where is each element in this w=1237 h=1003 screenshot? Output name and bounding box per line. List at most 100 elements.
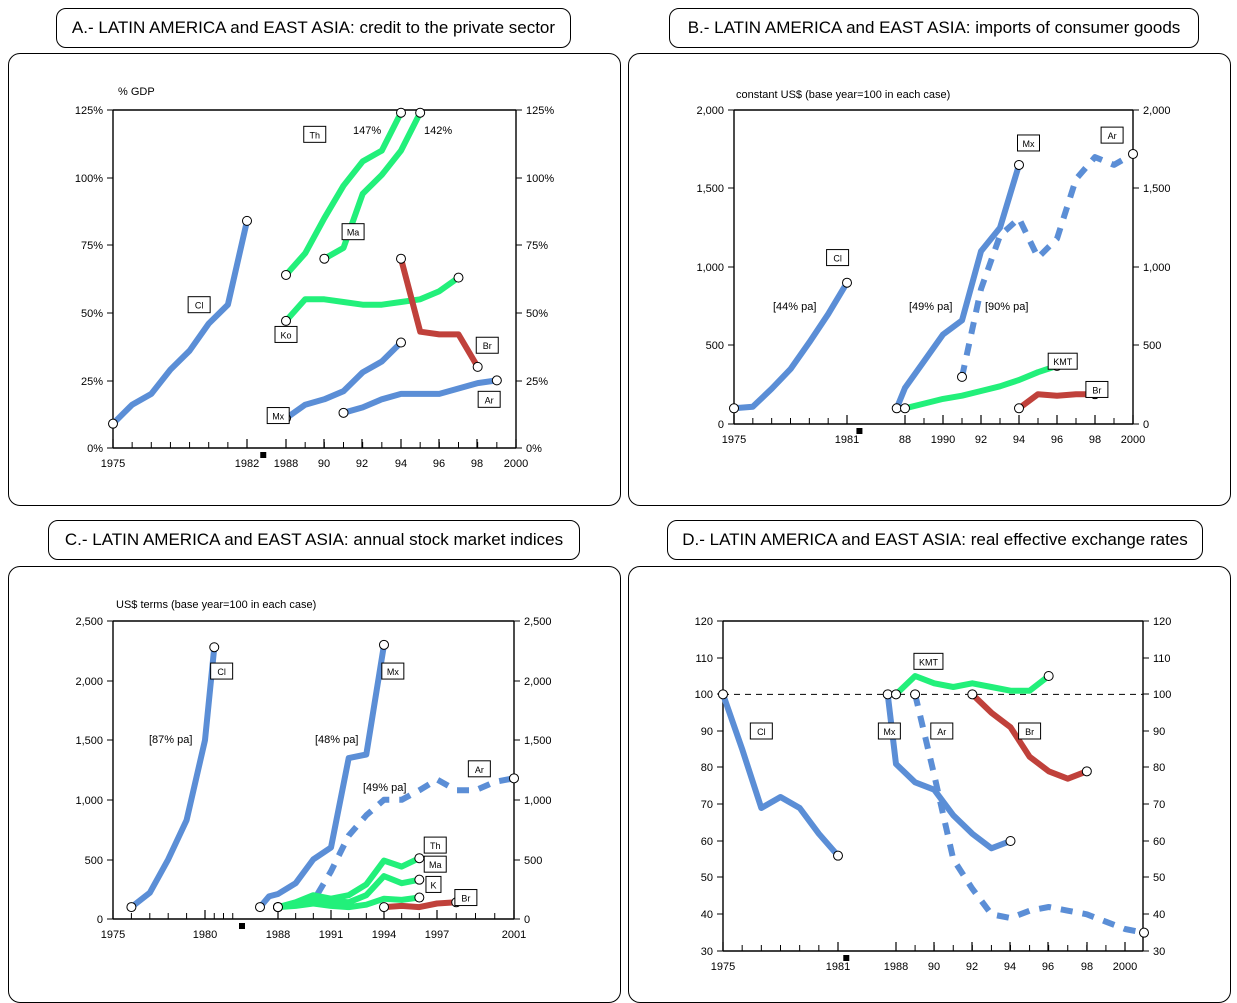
series-line-kmt xyxy=(904,363,1058,412)
x-tick-label: 1975 xyxy=(722,434,746,446)
series-line-ar xyxy=(912,693,1145,936)
x-tick-label: 92 xyxy=(975,434,987,446)
series-label-mx: Mx xyxy=(1023,139,1035,149)
y-tick-label-right: 75% xyxy=(526,240,548,252)
x-tick-label: 96 xyxy=(1051,434,1063,446)
series-label-box-k xyxy=(425,875,442,893)
series-label-br: Br xyxy=(461,894,470,904)
series-label-br: Br xyxy=(483,341,492,351)
series-start-marker-cl xyxy=(718,689,728,700)
series-end-marker-cl xyxy=(842,277,852,288)
panel-b-frame xyxy=(628,53,1231,506)
y-tick-label-left: 0 xyxy=(97,914,103,926)
y-tick-label-right: 50 xyxy=(1153,872,1165,884)
series-label-br: Br xyxy=(1092,385,1101,395)
y-tick-label-right: 30 xyxy=(1153,946,1165,958)
x-tick-label: 1982 xyxy=(235,458,259,470)
y-tick-label-left: 2,500 xyxy=(75,616,103,628)
chart-b-unit-label: constant US$ (base year=100 in each case… xyxy=(736,89,950,101)
series-start-marker-mx xyxy=(255,902,265,913)
series-label-cl: Cl xyxy=(217,667,226,677)
series-label-cl: Cl xyxy=(195,301,204,311)
series-line-k xyxy=(277,894,420,911)
series-label-box-cl xyxy=(187,296,211,314)
series-label-k: K xyxy=(430,880,436,890)
axis-break-marker xyxy=(260,452,267,458)
series-end-marker-mx xyxy=(379,639,389,650)
y-tick-label-left: 30 xyxy=(701,946,713,958)
x-tick-label: 2000 xyxy=(1121,434,1145,446)
x-tick-label: 1988 xyxy=(266,929,290,941)
series-label-cl: Cl xyxy=(757,727,766,737)
y-tick-label-right: 0 xyxy=(1143,419,1149,431)
y-tick-label-right: 1,500 xyxy=(524,735,552,747)
series-label-box-ma xyxy=(341,223,365,241)
series-start-marker-mx xyxy=(882,689,893,700)
series-line-th xyxy=(277,855,421,910)
x-tick-label: 1975 xyxy=(711,961,735,973)
chart-c-unit-label: US$ terms (base year=100 in each case) xyxy=(116,599,316,611)
y-tick-label-left: 50% xyxy=(81,308,103,320)
series-label-box-ar xyxy=(477,390,501,408)
x-tick-label: 1988 xyxy=(274,458,298,470)
x-tick-label: 1990 xyxy=(931,434,955,446)
x-tick-label: 90 xyxy=(928,961,940,973)
y-tick-label-left: 1,500 xyxy=(75,735,103,747)
series-end-marker-cl xyxy=(242,215,252,226)
series-end-marker-cl xyxy=(833,850,843,861)
y-tick-label-left: 100 xyxy=(695,689,713,701)
series-label-cl: Cl xyxy=(833,254,842,264)
x-tick-label: 1981 xyxy=(835,434,859,446)
x-tick-label: 98 xyxy=(1081,961,1093,973)
series-label-th: Th xyxy=(309,130,320,140)
x-tick-label: 2000 xyxy=(504,458,528,470)
y-tick-label-left: 40 xyxy=(701,909,713,921)
series-label-box-ar xyxy=(1100,126,1124,144)
axis-break-marker xyxy=(856,428,863,434)
x-tick-label: 1975 xyxy=(101,458,125,470)
series-line-cl xyxy=(720,693,841,858)
chart-b-annotation-49: [49% pa] xyxy=(909,301,952,313)
y-tick-label-left: 0% xyxy=(87,443,103,455)
y-tick-label-right: 125% xyxy=(526,105,554,117)
y-tick-label-left: 25% xyxy=(81,376,103,388)
series-label-box-ar xyxy=(930,722,954,740)
y-tick-label-left: 60 xyxy=(701,836,713,848)
series-start-marker-kmt xyxy=(891,689,901,700)
series-start-marker-ma xyxy=(319,253,330,264)
series-label-box-ma xyxy=(423,855,447,873)
y-tick-label-left: 120 xyxy=(695,616,713,628)
series-label-mx: Mx xyxy=(272,412,284,422)
y-tick-label-left: 90 xyxy=(701,726,713,738)
y-tick-label-right: 120 xyxy=(1153,616,1171,628)
series-label-box-br xyxy=(454,889,478,907)
series-label-box-br xyxy=(475,336,499,354)
series-start-marker-ar xyxy=(338,407,349,418)
x-tick-label: 94 xyxy=(395,458,407,470)
series-label-mx: Mx xyxy=(387,667,399,677)
series-end-marker-br xyxy=(472,361,483,372)
series-end-marker-kmt xyxy=(1043,671,1054,681)
panel-d-title: D.- LATIN AMERICA and EAST ASIA: real ef… xyxy=(667,520,1203,560)
series-line-cl xyxy=(110,220,250,426)
series-label-ar: Ar xyxy=(937,727,946,737)
y-tick-label-right: 25% xyxy=(526,376,548,388)
y-tick-label-right: 60 xyxy=(1153,836,1165,848)
chart-c-annotation-87: [87% pa] xyxy=(149,734,192,746)
series-start-marker-cl xyxy=(108,418,118,429)
series-label-ko: Ko xyxy=(280,330,291,340)
series-label-ar: Ar xyxy=(485,395,494,405)
series-line-mx xyxy=(284,340,404,421)
series-start-marker-mx xyxy=(891,403,902,414)
y-tick-label-left: 1,500 xyxy=(696,183,724,195)
series-line-mx xyxy=(257,644,387,910)
series-label-ar: Ar xyxy=(475,765,484,775)
y-tick-label-right: 110 xyxy=(1153,653,1171,665)
series-line-br xyxy=(383,899,457,911)
y-tick-label-right: 80 xyxy=(1153,762,1165,774)
y-tick-label-left: 0 xyxy=(718,419,724,431)
x-tick-label: 88 xyxy=(899,434,911,446)
y-tick-label-right: 1,000 xyxy=(524,795,552,807)
series-start-marker-cl xyxy=(126,902,137,913)
panel-a-title: A.- LATIN AMERICA and EAST ASIA: credit … xyxy=(56,8,571,48)
